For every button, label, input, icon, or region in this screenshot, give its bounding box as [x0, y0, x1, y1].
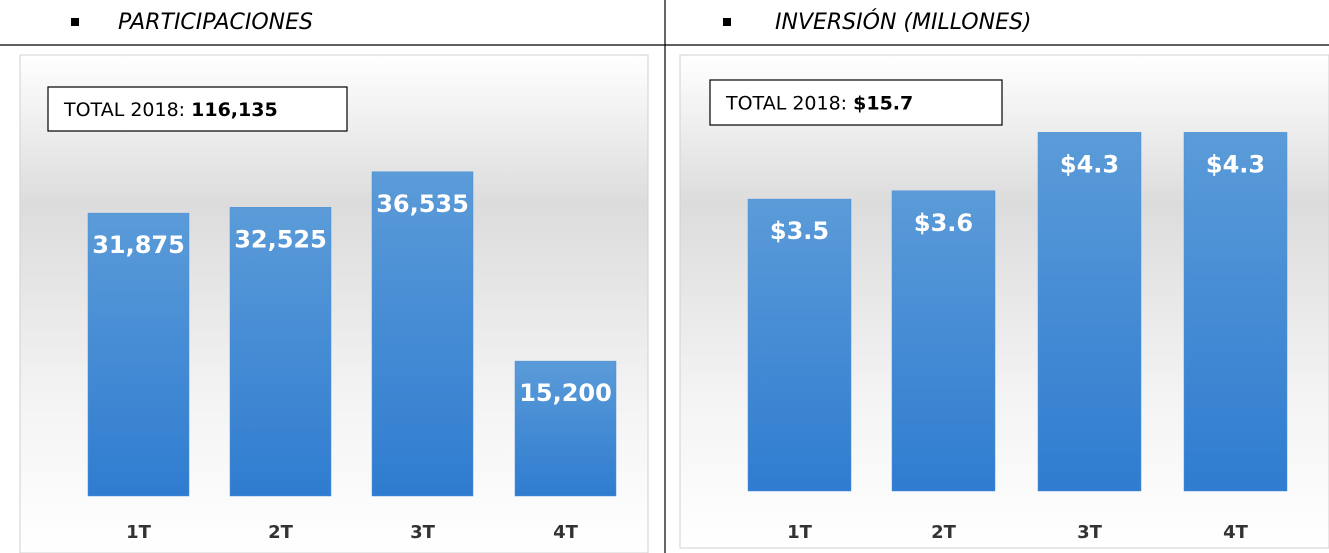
total-text: TOTAL 2018: 116,135	[63, 99, 278, 121]
data-label: $4.3	[1206, 150, 1265, 178]
bar	[514, 360, 617, 497]
data-label: 32,525	[234, 225, 327, 253]
x-tick-label: 1T	[126, 522, 152, 543]
total-box	[47, 86, 348, 132]
chart-title: PARTICIPACIONES	[118, 10, 313, 35]
total-value: 116,135	[191, 99, 278, 121]
total-label: TOTAL 2018:	[63, 99, 185, 121]
data-label: 36,535	[376, 190, 469, 218]
total-value: $15.7	[853, 92, 913, 114]
x-tick-label: 2T	[931, 522, 957, 543]
bar	[1037, 132, 1142, 492]
bar	[747, 198, 852, 492]
data-label: $3.5	[770, 217, 829, 245]
bar	[891, 190, 996, 492]
x-tick-label: 1T	[787, 522, 813, 543]
total-box	[709, 79, 1003, 126]
bar	[371, 171, 474, 497]
chart-title: INVERSIÓN (MILLONES)	[775, 9, 1032, 35]
total-label: TOTAL 2018:	[725, 92, 847, 114]
data-label: 15,200	[519, 379, 612, 407]
title-bullet	[71, 18, 79, 26]
x-tick-label: 4T	[1223, 522, 1249, 543]
x-tick-label: 3T	[1077, 522, 1103, 543]
data-label: $3.6	[914, 209, 973, 237]
data-label: 31,875	[92, 231, 185, 259]
x-tick-label: 4T	[553, 522, 579, 543]
data-label: $4.3	[1060, 150, 1119, 178]
title-bullet	[723, 18, 731, 26]
bar	[87, 212, 190, 497]
total-text: TOTAL 2018: $15.7	[725, 92, 913, 114]
bar	[229, 207, 332, 497]
x-tick-label: 2T	[268, 522, 294, 543]
x-tick-label: 3T	[410, 522, 436, 543]
bar	[1183, 132, 1288, 492]
